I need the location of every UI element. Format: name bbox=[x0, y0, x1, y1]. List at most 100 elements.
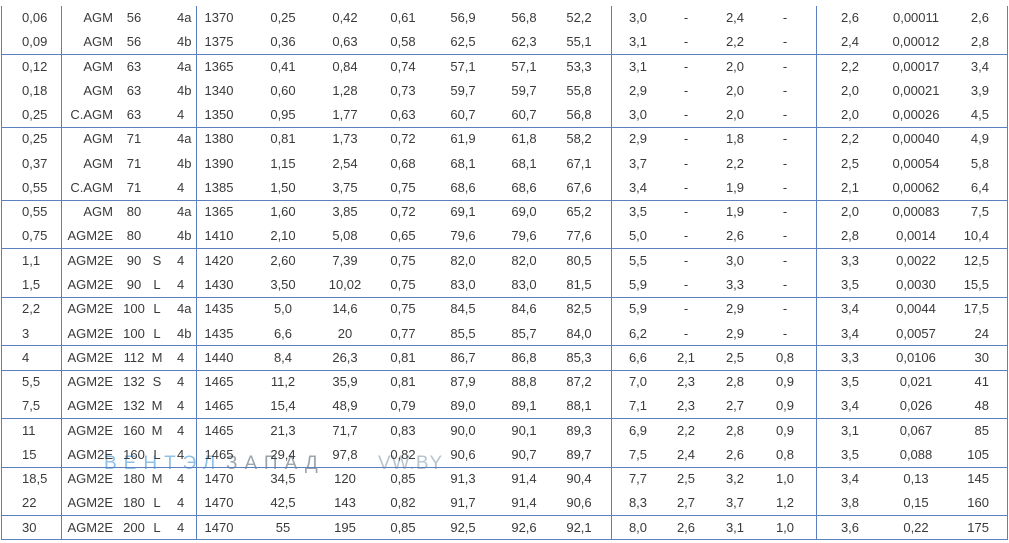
table-cell: 0,85 bbox=[390, 519, 416, 535]
table-cell: 3,4 bbox=[970, 58, 989, 74]
table-cell: 0,81 bbox=[270, 131, 296, 147]
table-cell: L bbox=[153, 519, 161, 535]
table-cell: 4a bbox=[177, 204, 192, 220]
table-cell: 5,8 bbox=[970, 155, 989, 171]
table-cell: 71 bbox=[126, 131, 142, 147]
table-cell: 2,9 bbox=[725, 301, 745, 317]
table-cell: 29,4 bbox=[270, 446, 296, 462]
table-cell: 2,2 bbox=[840, 58, 860, 74]
table-cell: - bbox=[683, 301, 689, 317]
table-cell: 8,3 bbox=[628, 495, 648, 511]
table-cell: 7,0 bbox=[628, 374, 648, 390]
table-cell: 68,1 bbox=[511, 155, 537, 171]
table-cell: 26,3 bbox=[332, 349, 358, 365]
table-cell: 2,0 bbox=[840, 204, 860, 220]
table-cell: 4b bbox=[177, 34, 192, 50]
table-cell: 10,02 bbox=[328, 276, 362, 292]
table-cell: 2,5 bbox=[676, 471, 696, 487]
table-cell: 15,4 bbox=[270, 398, 296, 414]
table-cell: 7,39 bbox=[332, 252, 358, 268]
table-cell: 0,73 bbox=[390, 82, 416, 98]
table-cell: 1380 bbox=[204, 131, 234, 147]
column-border bbox=[1007, 6, 1008, 540]
table-cell: 1,73 bbox=[332, 131, 358, 147]
table-cell: 3,7 bbox=[628, 155, 648, 171]
table-cell: 80,5 bbox=[566, 252, 592, 268]
table-cell: 0,06 bbox=[22, 10, 48, 25]
table-cell: 4b bbox=[177, 228, 192, 244]
table-cell: 81,5 bbox=[566, 276, 592, 292]
table-cell: 2,4 bbox=[725, 10, 745, 25]
table-cell: 1,77 bbox=[332, 107, 358, 123]
table-cell: 0,12 bbox=[22, 58, 48, 74]
group-border bbox=[1, 296, 1008, 298]
table-cell: - bbox=[683, 10, 689, 25]
table-cell: - bbox=[782, 228, 788, 244]
table-cell: 4 bbox=[177, 495, 185, 511]
table-cell: 60,7 bbox=[511, 107, 537, 123]
table-cell: 56,8 bbox=[511, 10, 537, 25]
table-cell: 0,021 bbox=[899, 374, 933, 390]
table-cell: 0,85 bbox=[390, 471, 416, 487]
table-cell: 3,7 bbox=[725, 495, 745, 511]
table-cell: 12,5 bbox=[963, 252, 989, 268]
table-cell: 91,7 bbox=[450, 495, 476, 511]
table-cell: 4a bbox=[177, 301, 192, 317]
table-cell: 3,8 bbox=[840, 495, 860, 511]
table-cell: 2,1 bbox=[676, 349, 696, 365]
column-border bbox=[1, 6, 2, 540]
table-cell: 0,0044 bbox=[896, 301, 936, 317]
table-cell: M bbox=[151, 398, 163, 414]
table-cell: 2,7 bbox=[676, 495, 696, 511]
table-cell: 65,2 bbox=[566, 204, 592, 220]
table-cell: 2,0 bbox=[840, 82, 860, 98]
table-cell: 1435 bbox=[204, 325, 234, 341]
table-cell: 3,6 bbox=[840, 519, 860, 535]
table-cell: 160 bbox=[123, 446, 145, 462]
table-cell: 4 bbox=[177, 276, 185, 292]
table-cell: 91,4 bbox=[511, 471, 537, 487]
table-cell: 67,6 bbox=[566, 179, 592, 195]
table-cell: 1465 bbox=[204, 374, 234, 390]
table-cell: L bbox=[153, 446, 161, 462]
table-cell: 63 bbox=[126, 58, 142, 74]
table-cell: 4 bbox=[177, 398, 185, 414]
table-cell: 2,8 bbox=[725, 422, 745, 438]
group-border bbox=[1, 515, 1008, 517]
table-cell: 1430 bbox=[204, 276, 234, 292]
table-cell: - bbox=[782, 301, 788, 317]
table-cell: AGM2E bbox=[67, 398, 113, 414]
table-cell: 57,1 bbox=[511, 58, 537, 74]
table-cell: 0,60 bbox=[270, 82, 296, 98]
table-cell: 24 bbox=[974, 325, 989, 341]
table-cell: 14,6 bbox=[332, 301, 358, 317]
table-cell: 63 bbox=[126, 107, 142, 123]
group-border bbox=[1, 539, 1008, 541]
table-cell: 69,0 bbox=[511, 204, 537, 220]
table-cell: 82,0 bbox=[511, 252, 537, 268]
table-cell: 1,9 bbox=[725, 204, 745, 220]
table-cell: 3,3 bbox=[840, 252, 860, 268]
table-cell: 1,0 bbox=[775, 519, 795, 535]
table-cell: 2,2 bbox=[725, 34, 745, 50]
table-cell: 0,37 bbox=[22, 155, 48, 171]
table-cell: 0,0106 bbox=[896, 349, 936, 365]
table-cell: 68,6 bbox=[450, 179, 476, 195]
table-cell: 84,0 bbox=[566, 325, 592, 341]
table-cell: 5,08 bbox=[332, 228, 358, 244]
table-cell: 69,1 bbox=[450, 204, 476, 220]
table-cell: - bbox=[683, 179, 689, 195]
table-cell: 200 bbox=[123, 519, 145, 535]
table-cell: 30 bbox=[974, 349, 989, 365]
table-cell: 0,9 bbox=[775, 374, 795, 390]
table-cell: 0,55 bbox=[22, 204, 48, 220]
table-cell: 4 bbox=[177, 519, 185, 535]
table-cell: AGM bbox=[83, 204, 113, 220]
table-cell: 6,2 bbox=[628, 325, 648, 341]
table-cell: 2,0 bbox=[725, 107, 745, 123]
table-cell: 6,4 bbox=[970, 179, 989, 195]
table-cell: 0,77 bbox=[390, 325, 416, 341]
table-cell: 4 bbox=[177, 349, 185, 365]
table-cell: 0,09 bbox=[22, 34, 48, 50]
table-cell: 53,3 bbox=[566, 58, 592, 74]
